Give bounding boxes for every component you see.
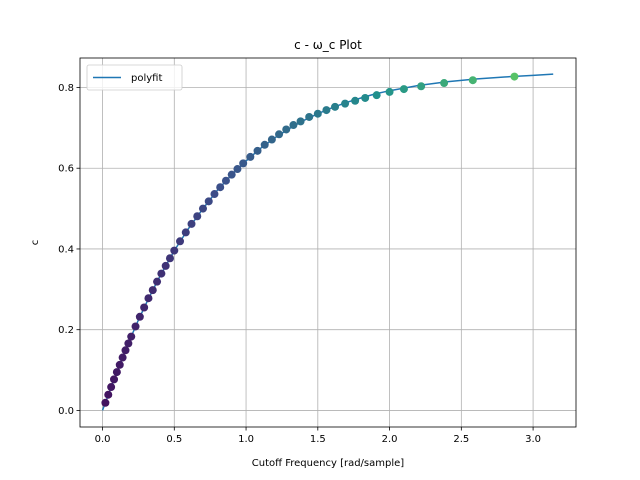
- scatter-point: [253, 146, 262, 155]
- x-axis-label: Cutoff Frequency [rad/sample]: [252, 458, 404, 469]
- y-axis-label: c: [30, 240, 41, 246]
- scatter-point: [289, 121, 298, 130]
- scatter-point: [227, 170, 236, 179]
- scatter-point: [282, 125, 291, 134]
- chart-title: c - ω_c Plot: [294, 38, 362, 52]
- scatter-point: [341, 99, 350, 108]
- scatter-point: [181, 228, 190, 237]
- scatter-point: [161, 261, 170, 270]
- scatter-point: [322, 106, 331, 115]
- scatter-point: [417, 82, 426, 91]
- x-tick-label: 0.5: [166, 434, 182, 445]
- scatter-point: [399, 85, 408, 94]
- scatter-point: [131, 322, 140, 331]
- scatter-point: [193, 212, 202, 221]
- scatter-point: [176, 237, 185, 246]
- y-tick-label: 0.6: [58, 164, 74, 175]
- scatter-point: [361, 93, 370, 102]
- scatter-point: [510, 72, 519, 81]
- y-tick-label: 0.8: [58, 83, 74, 94]
- scatter-point: [127, 332, 136, 341]
- legend-label-polyfit: polyfit: [131, 73, 162, 84]
- scatter-layer: [101, 72, 519, 407]
- y-tick-label: 0.2: [58, 325, 74, 336]
- scatter-point: [165, 254, 174, 263]
- scatter-point: [170, 246, 179, 255]
- scatter-point: [210, 190, 219, 199]
- legend: polyfit: [86, 64, 183, 91]
- scatter-point: [104, 390, 113, 399]
- scatter-point: [216, 183, 225, 192]
- scatter-point: [239, 159, 248, 168]
- scatter-point: [296, 117, 305, 126]
- scatter-point: [107, 383, 116, 392]
- x-tick-label: 1.5: [310, 434, 326, 445]
- x-tick-label: 1.0: [238, 434, 254, 445]
- scatter-point: [260, 140, 269, 149]
- x-tick-label: 0.0: [95, 434, 111, 445]
- scatter-point: [144, 294, 153, 303]
- scatter-point: [148, 286, 157, 295]
- scatter-point: [198, 204, 207, 213]
- x-tick-label: 2.0: [382, 434, 398, 445]
- scatter-point: [440, 79, 449, 88]
- scatter-point: [204, 197, 213, 206]
- x-tick-label: 2.5: [453, 434, 469, 445]
- x-tick-label: 3.0: [525, 434, 541, 445]
- scatter-point: [305, 112, 314, 121]
- y-tick-label: 0.0: [58, 406, 74, 417]
- scatter-point: [153, 277, 162, 286]
- scatter-point: [187, 219, 196, 228]
- legend-box: [86, 64, 183, 91]
- plot-frame: [79, 57, 577, 428]
- y-axis: 0.0 0.2 0.4 0.6 0.8: [58, 83, 80, 417]
- scatter-point: [112, 368, 121, 377]
- scatter-point: [372, 91, 381, 100]
- scatter-point: [221, 176, 230, 185]
- scatter-point: [351, 96, 360, 105]
- scatter-point: [110, 375, 119, 384]
- scatter-point: [118, 353, 127, 362]
- scatter-point: [101, 398, 110, 407]
- scatter-point: [115, 360, 124, 369]
- scatter-point: [157, 269, 166, 278]
- scatter-point: [468, 76, 477, 85]
- scatter-point: [121, 346, 130, 355]
- scatter-point: [246, 152, 255, 161]
- scatter-point: [313, 109, 322, 118]
- x-axis: 0.0 0.5 1.0 1.5 2.0 2.5 3.0: [95, 427, 541, 445]
- scatter-point: [385, 87, 394, 96]
- scatter-point: [135, 312, 144, 321]
- scatter-point: [124, 339, 133, 348]
- scatter-point: [233, 165, 242, 174]
- scatter-point: [331, 102, 340, 111]
- grid: [80, 58, 576, 427]
- scatter-point: [267, 135, 276, 144]
- scatter-point: [275, 130, 284, 139]
- y-tick-label: 0.4: [58, 244, 74, 255]
- scatter-point: [140, 303, 149, 312]
